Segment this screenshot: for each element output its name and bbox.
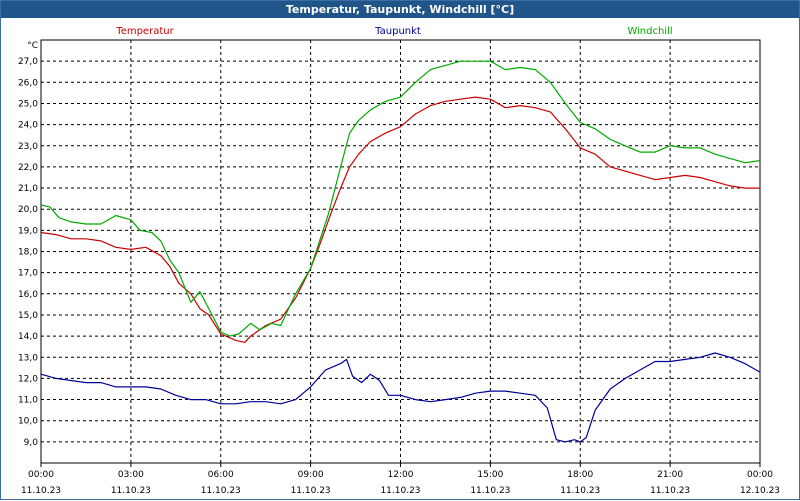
legend-windchill: Windchill bbox=[627, 26, 672, 37]
y-tick-label: 27,0 bbox=[18, 57, 38, 67]
y-tick-label: 20,0 bbox=[18, 205, 38, 215]
series-line-windchill bbox=[40, 60, 761, 337]
x-tick-date: 11.10.23 bbox=[650, 486, 690, 496]
x-tick-time: 15:00 bbox=[477, 470, 503, 480]
x-tick-date: 11.10.23 bbox=[201, 486, 241, 496]
y-tick-label: 17,0 bbox=[18, 269, 38, 279]
legend-temperatur: Temperatur bbox=[115, 26, 174, 37]
x-tick-date: 11.10.23 bbox=[560, 486, 600, 496]
y-tick-label: 22,0 bbox=[18, 163, 38, 173]
x-tick-time: 06:00 bbox=[208, 470, 234, 480]
y-tick-label: 24,0 bbox=[18, 121, 38, 131]
y-tick-label: 14,0 bbox=[18, 332, 38, 342]
y-tick-label: 10,0 bbox=[18, 417, 38, 427]
x-tick-time: 00:00 bbox=[747, 470, 773, 480]
legend-taupunkt: Taupunkt bbox=[374, 26, 421, 37]
y-tick-label: 21,0 bbox=[18, 184, 38, 194]
x-tick-time: 21:00 bbox=[657, 470, 683, 480]
y-tick-label: 13,0 bbox=[18, 353, 38, 363]
x-tick-date: 11.10.23 bbox=[111, 486, 151, 496]
x-tick-time: 00:00 bbox=[28, 470, 54, 480]
y-tick-label: 26,0 bbox=[18, 78, 38, 88]
y-tick-label: 12,0 bbox=[18, 374, 38, 384]
x-tick-time: 09:00 bbox=[298, 470, 324, 480]
x-tick-date: 11.10.23 bbox=[380, 486, 420, 496]
x-tick-time: 03:00 bbox=[118, 470, 144, 480]
x-tick-date: 11.10.23 bbox=[291, 486, 331, 496]
y-tick-label: 19,0 bbox=[18, 226, 38, 236]
x-tick-date: 11.10.23 bbox=[21, 486, 61, 496]
x-tick-time: 18:00 bbox=[567, 470, 593, 480]
series-line-temperatur bbox=[40, 96, 760, 343]
y-tick-label: 16,0 bbox=[18, 290, 38, 300]
y-unit-label: °C bbox=[27, 41, 38, 51]
y-tick-label: 11,0 bbox=[18, 396, 38, 406]
x-tick-time: 12:00 bbox=[388, 470, 414, 480]
series-line-taupunkt bbox=[40, 352, 761, 443]
chart-title: Temperatur, Taupunkt, Windchill [°C] bbox=[1, 1, 799, 18]
x-tick-date: 12.10.23 bbox=[740, 486, 780, 496]
y-tick-label: 15,0 bbox=[18, 311, 38, 321]
y-tick-label: 9,0 bbox=[24, 438, 39, 448]
y-tick-label: 25,0 bbox=[18, 99, 38, 109]
y-tick-label: 23,0 bbox=[18, 142, 38, 152]
y-tick-label: 18,0 bbox=[18, 248, 38, 258]
x-tick-date: 11.10.23 bbox=[470, 486, 510, 496]
